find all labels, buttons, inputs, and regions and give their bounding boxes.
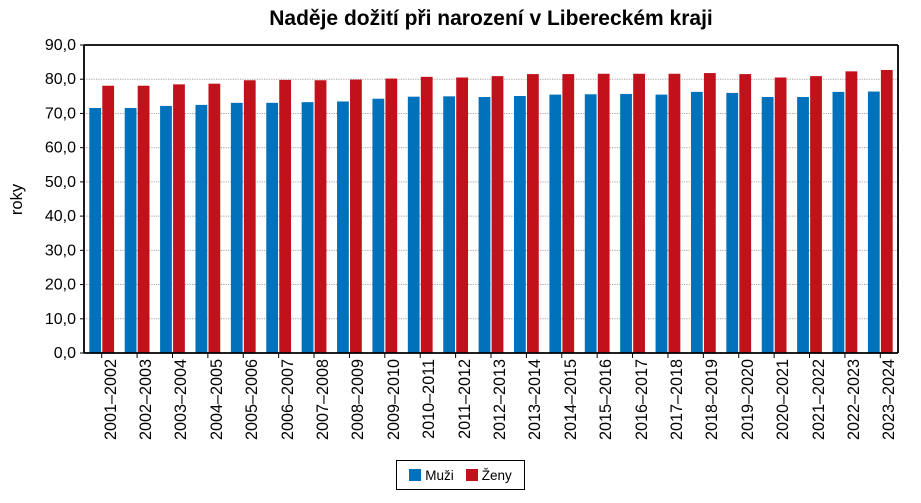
svg-text:60,0: 60,0 — [45, 140, 76, 157]
svg-text:90,0: 90,0 — [45, 37, 76, 54]
svg-text:0,0: 0,0 — [54, 345, 76, 362]
svg-text:80,0: 80,0 — [45, 71, 76, 88]
svg-text:70,0: 70,0 — [45, 105, 76, 122]
svg-text:30,0: 30,0 — [45, 242, 76, 259]
svg-text:10,0: 10,0 — [45, 311, 76, 328]
svg-text:40,0: 40,0 — [45, 208, 76, 225]
svg-text:20,0: 20,0 — [45, 277, 76, 294]
svg-text:50,0: 50,0 — [45, 174, 76, 191]
